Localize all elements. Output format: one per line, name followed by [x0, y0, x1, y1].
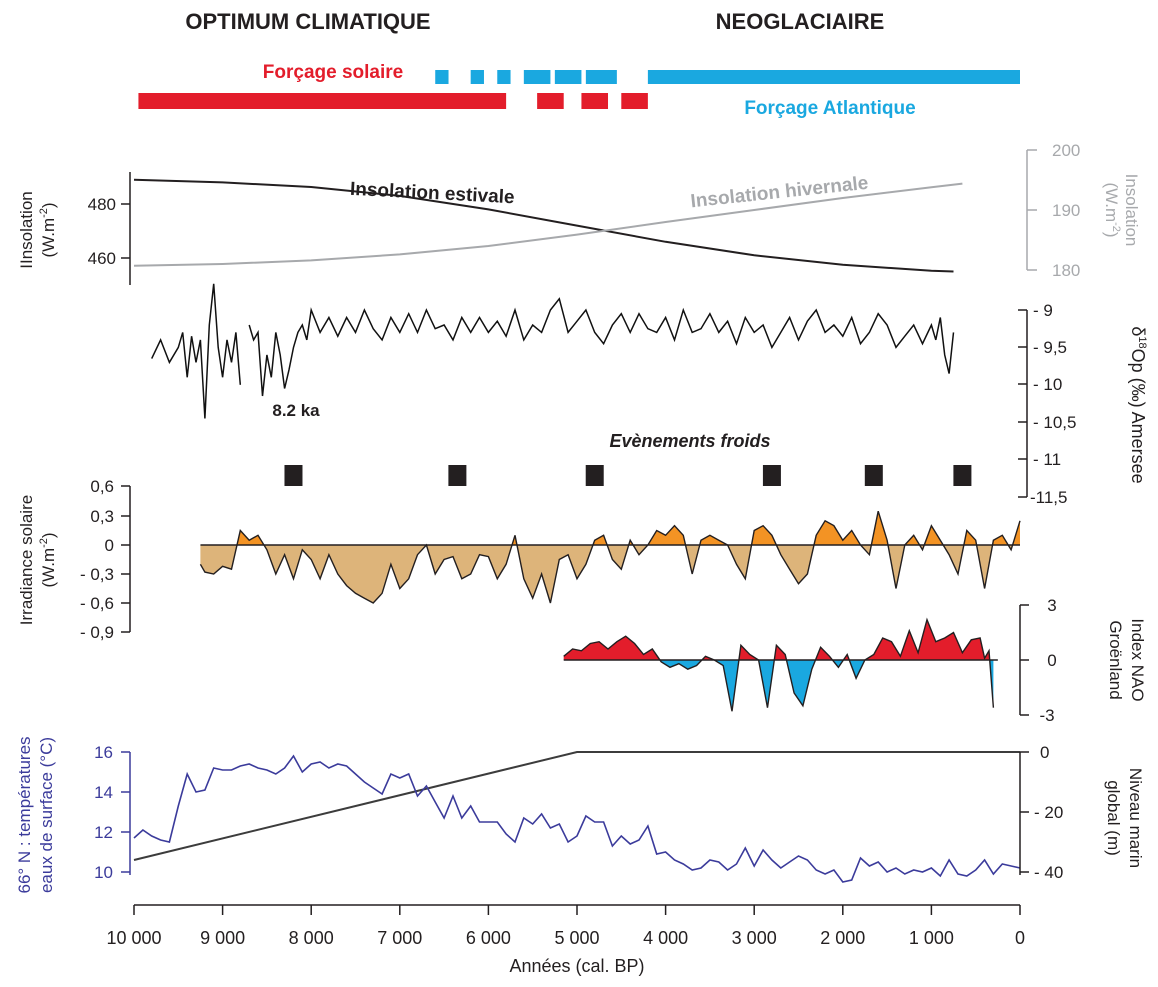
- nao-axis-label-2: Groënland: [1106, 620, 1125, 699]
- forcing-bars: [138, 70, 1020, 109]
- solar-forcing-label: Forçage solaire: [263, 62, 403, 83]
- x-tick-label-2: 8 000: [289, 928, 334, 948]
- insolation-tick-480: 480: [88, 195, 116, 214]
- insolation-summer-line: [133, 178, 954, 273]
- atlantic-forcing-bar-5: [585, 70, 617, 84]
- x-axis-label: Années (cal. BP): [509, 956, 644, 976]
- optimum-climatique-title: OPTIMUM CLIMATIQUE: [185, 9, 430, 34]
- irradiance-negative-fill: [200, 545, 1020, 603]
- x-tick-label-10: 0: [1015, 928, 1025, 948]
- insolation-right-axis-label: Insolation: [1122, 174, 1141, 247]
- x-tick-label-5: 5 000: [554, 928, 599, 948]
- sst-line: [133, 754, 1021, 883]
- sea-level-line: [133, 751, 1020, 861]
- x-tick-label-3: 7 000: [377, 928, 422, 948]
- solar-forcing-bar-3: [621, 93, 648, 109]
- event-8-2ka-label: 8.2 ka: [272, 401, 320, 420]
- sea-level-tick-40: - 40: [1034, 863, 1063, 882]
- x-tick-label-1: 9 000: [200, 928, 245, 948]
- x-tick-label-7: 3 000: [732, 928, 777, 948]
- insolation-right-tick-190: 190: [1052, 201, 1080, 220]
- insolation-left-axis-unit: (W.m-2): [38, 202, 58, 257]
- sea-level-axis-label: Niveau marin: [1126, 768, 1145, 868]
- irradiance-positive-fill: [200, 511, 1020, 545]
- x-tick-label-6: 4 000: [643, 928, 688, 948]
- nao-positive-fill: [563, 619, 994, 660]
- cold-event-marker-1: [448, 465, 467, 486]
- cold-event-marker-3: [762, 465, 781, 486]
- irradiance-axis-label: Irradiance solaire: [17, 495, 36, 625]
- insolation-right-axis-unit: (W.m-2): [1102, 182, 1122, 237]
- x-tick-label-9: 1 000: [909, 928, 954, 948]
- sst-tick-16: 16: [94, 743, 113, 762]
- sst-tick-10: 10: [94, 863, 113, 882]
- x-tick-label-8: 2 000: [820, 928, 865, 948]
- nao-tick-0: 0: [1047, 651, 1056, 670]
- cold-event-marker-4: [864, 465, 883, 486]
- insolation-right-tick-200: 200: [1052, 141, 1080, 160]
- cold-event-marker-0: [284, 465, 303, 486]
- irradiance-tick-0-3: 0,3: [90, 507, 114, 526]
- sea-level-axis: 0 - 20 - 40 Niveau marin global (m): [1019, 743, 1145, 882]
- irradiance-tick-neg-0-9: - 0,9: [80, 623, 114, 642]
- cold-events-label: Evènements froids: [609, 431, 770, 451]
- solar-forcing-bar-2: [581, 93, 609, 109]
- delta18o-tick-9-5: - 9,5: [1033, 338, 1067, 357]
- cold-events: [284, 465, 972, 486]
- insolation-right-axis: 200 190 180 Insolation (W.m-2): [1026, 141, 1141, 280]
- atlantic-forcing-bar-6: [647, 70, 1020, 84]
- cold-event-marker-2: [585, 465, 604, 486]
- irradiance-outline: [199, 510, 1021, 604]
- irradiance-axis: 0,6 0,3 0 - 0,3 - 0,6 - 0,9 Irradiance s…: [17, 477, 131, 642]
- neoglaciaire-title: NEOGLACIAIRE: [716, 9, 885, 34]
- x-axis: 10 000 9 000 8 000 7 000 6 000 5 000 4 000 3 00…: [106, 904, 1025, 948]
- sst-axis-label-2: eaux de surface (°C): [37, 737, 56, 893]
- delta18o-line: [151, 283, 955, 419]
- insolation-winter-line: [133, 182, 963, 267]
- atlantic-forcing-bar-2: [497, 70, 511, 84]
- sea-level-tick-20: - 20: [1034, 803, 1063, 822]
- delta18o-tick-11-5: -11,5: [1030, 488, 1068, 507]
- sea-level-tick-0: 0: [1040, 743, 1049, 762]
- insolation-left-axis: 480 460 IInsolation (W.m-2): [17, 172, 131, 285]
- sea-level-axis-label-2: global (m): [1104, 780, 1123, 856]
- irradiance-tick-0-6: 0,6: [90, 477, 114, 496]
- atlantic-forcing-bar-1: [470, 70, 484, 84]
- irradiance-axis-unit: (W.m-2): [38, 532, 58, 587]
- delta18o-tick-10-5: - 10,5: [1033, 413, 1076, 432]
- delta18o-axis-label: δ18Op (‰) Amersee: [1128, 326, 1148, 483]
- sst-axis: 16 14 12 10 66° N : températures eaux de…: [15, 736, 131, 894]
- x-tick-label-0: 10 000: [106, 928, 161, 948]
- delta18o-axis: - 9 - 9,5 - 10 - 10,5 - 11 -11,5 δ18Op (…: [1018, 301, 1148, 507]
- nao-tick-neg-3: -3: [1039, 706, 1054, 725]
- irradiance-tick-neg-0-3: - 0,3: [80, 565, 114, 584]
- nao-axis-label: Index NAO: [1128, 618, 1147, 701]
- insolation-tick-460: 460: [88, 249, 116, 268]
- sst-tick-14: 14: [94, 783, 113, 802]
- delta18o-tick-11: - 11: [1033, 450, 1061, 469]
- cold-event-marker-5: [953, 465, 972, 486]
- insolation-left-axis-label: IInsolation: [17, 191, 36, 269]
- irradiance-area: [199, 510, 1021, 604]
- x-tick-label-4: 6 000: [466, 928, 511, 948]
- solar-forcing-bar-1: [537, 93, 564, 109]
- delta18o-tick-10: - 10: [1033, 375, 1062, 394]
- atlantic-forcing-label: Forçage Atlantique: [744, 98, 915, 119]
- solar-forcing-bar-0: [138, 93, 507, 109]
- sst-axis-label: 66° N : températures: [15, 736, 34, 893]
- insolation-right-tick-180: 180: [1052, 261, 1080, 280]
- nao-tick-3: 3: [1047, 596, 1056, 615]
- atlantic-forcing-bar-0: [435, 70, 449, 84]
- nao-area: [563, 617, 998, 712]
- delta18o-tick-9: - 9: [1033, 301, 1053, 320]
- sst-tick-12: 12: [94, 823, 113, 842]
- atlantic-forcing-bar-3: [523, 70, 551, 84]
- insolation-summer-label: Insolation estivale: [349, 179, 515, 209]
- nao-axis: 3 0 -3 Index NAO Groënland: [1019, 596, 1147, 725]
- nao-outline: [563, 617, 995, 712]
- irradiance-tick-neg-0-6: - 0,6: [80, 594, 114, 613]
- irradiance-tick-0: 0: [105, 536, 114, 555]
- atlantic-forcing-bar-4: [554, 70, 582, 84]
